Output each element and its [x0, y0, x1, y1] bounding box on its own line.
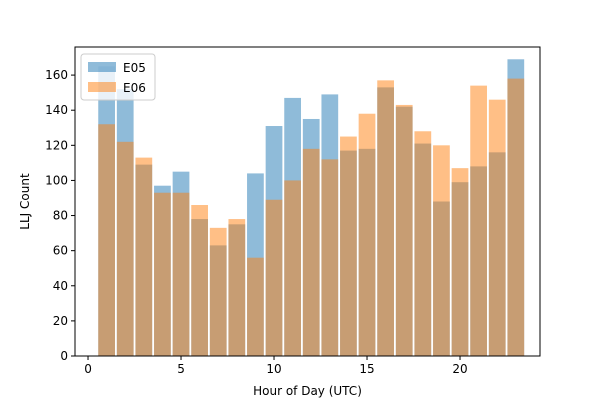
bar-e06-hour-7 [209, 227, 227, 356]
bar-e06-hour-3 [135, 157, 153, 356]
bar-e06-hour-5 [172, 192, 190, 356]
x-tick-label: 0 [84, 362, 92, 376]
x-tick-label: 5 [177, 362, 185, 376]
bar-e06-hour-11 [284, 180, 301, 356]
x-axis-ticks: 0 5 10 15 20 [84, 356, 468, 376]
y-tick-label: 40 [53, 279, 68, 293]
legend-label-e05: E05 [123, 61, 146, 75]
x-tick-label: 10 [266, 362, 281, 376]
x-tick-label: 20 [452, 362, 467, 376]
y-tick-label: 140 [45, 103, 68, 117]
y-tick-label: 100 [45, 173, 68, 187]
legend-swatch-e06 [88, 82, 116, 92]
bar-e06-hour-8 [228, 219, 246, 356]
series-e06 [98, 78, 525, 357]
bar-e06-hour-1 [98, 124, 115, 356]
y-tick-label: 120 [45, 138, 68, 152]
y-tick-label: 60 [53, 244, 68, 258]
bar-e06-hour-12 [302, 148, 320, 356]
bar-e06-hour-18 [414, 131, 432, 356]
y-tick-label: 20 [53, 314, 68, 328]
bar-e06-hour-16 [377, 80, 394, 357]
bar-e06-hour-22 [488, 99, 506, 357]
legend-label-e06: E06 [123, 81, 146, 95]
bar-e06-hour-21 [470, 85, 487, 357]
bar-e06-hour-9 [247, 257, 264, 356]
y-axis-label: LLJ Count [18, 173, 32, 230]
bar-e06-hour-13 [321, 159, 339, 356]
bar-e06-hour-20 [451, 168, 469, 356]
x-tick-label: 15 [359, 362, 374, 376]
bar-e06-hour-14 [340, 136, 357, 356]
bar-e06-hour-4 [154, 192, 171, 356]
plot-frame [74, 46, 541, 357]
bars-layer [98, 59, 525, 357]
y-axis-ticks: 0 20 40 60 80 100 120 140 160 [45, 68, 75, 363]
bar-e06-hour-23 [507, 78, 525, 356]
y-tick-label: 80 [53, 209, 68, 223]
y-tick-label: 0 [60, 349, 68, 363]
bar-e06-hour-15 [358, 113, 376, 356]
bar-e06-hour-6 [191, 205, 208, 356]
y-tick-label: 160 [45, 68, 68, 82]
legend-swatch-e05 [88, 62, 116, 72]
bar-e06-hour-10 [265, 199, 283, 356]
x-axis-label: Hour of Day (UTC) [253, 384, 362, 398]
bar-e06-hour-2 [116, 141, 134, 356]
bar-e06-hour-17 [395, 104, 413, 356]
bar-e06-hour-19 [433, 145, 450, 356]
